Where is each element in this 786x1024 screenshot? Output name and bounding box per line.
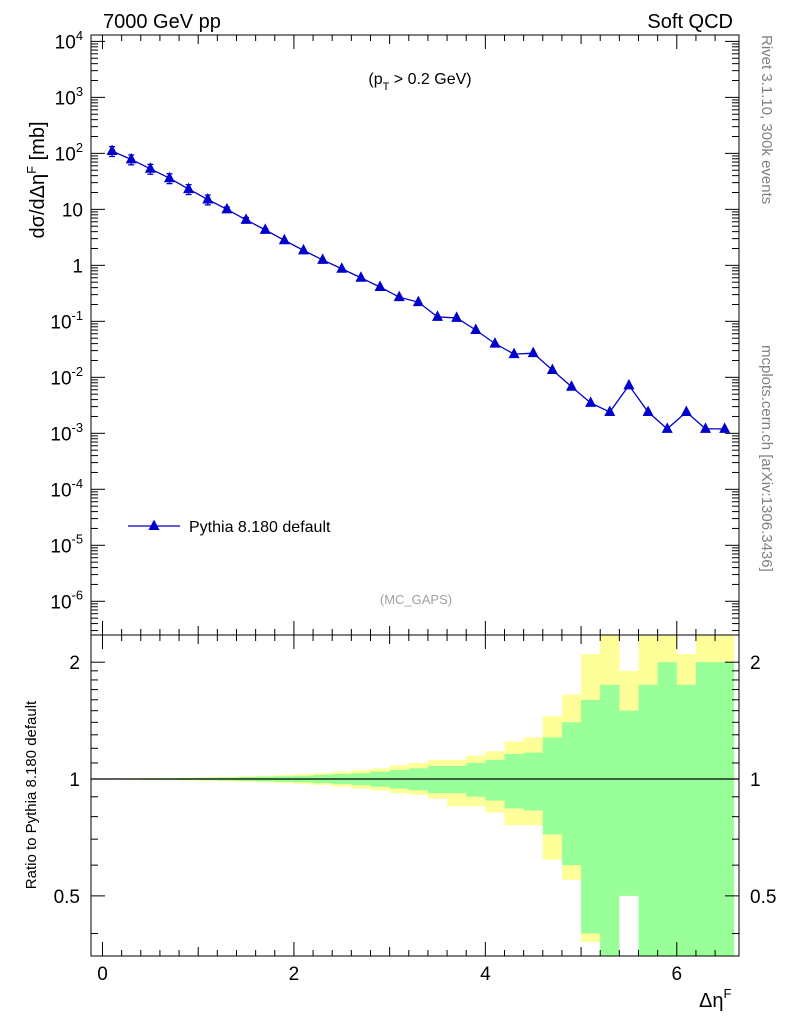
main-y-axis-label: dσ/dΔηF [mb] [24,121,49,238]
y-tick-label: 102 [55,140,83,166]
legend-label: Pythia 8.180 default [189,519,331,536]
mcplots-label: mcplots.cern.ch [arXiv:1306.3436] [758,345,775,572]
y-tick-label: 10-6 [50,588,83,614]
main-plot-area [90,34,740,636]
y-tick-label: 10-2 [50,364,83,390]
data-point [604,405,616,417]
ratio-outer-band [102,635,735,956]
data-point [374,280,386,292]
data-point [719,422,731,433]
ratio-panel: 0.5 0.5 1 1 2 2 0 2 4 6 Ratio to Pythia 8.180 def… [23,634,776,1012]
ratio-plot-area [90,634,740,957]
y-tick-label: 10-5 [50,532,83,558]
data-point [278,233,290,245]
ratio-y-tick-label: 2 [69,653,80,674]
pt-cut-annotation: (pT > 0.2 GeV) [368,71,471,93]
y-tick-label: 10-4 [50,476,83,502]
analysis-watermark: (MC_GAPS) [380,592,452,607]
data-point [585,396,597,407]
data-point [565,380,577,391]
x-tick-label: 4 [480,964,491,985]
ratio-y-tick-label: 0.5 [54,887,80,908]
data-point [470,323,482,335]
data-point [642,405,654,417]
ratio-bands [102,635,735,956]
main-panel: 10-6 10-5 10-4 10-3 10-2 10-1 1 10 102 103 104 (pT… [24,28,740,636]
data-point [623,378,635,390]
ratio-ticks: 0.5 0.5 1 1 2 2 0 2 4 6 [54,635,776,985]
data-point [183,182,195,194]
data-point [317,253,329,264]
data-point [393,290,405,302]
rivet-version-label: Rivet 3.1.10, 300k events [758,35,775,204]
data-point [221,202,233,214]
y-tick-label: 1 [72,256,83,277]
x-tick-label: 2 [289,964,300,985]
ratio-y-tick-label: 1 [69,770,80,791]
ratio-y-axis-label: Ratio to Pythia 8.180 default [23,700,40,889]
data-point [144,162,156,173]
data-point [202,192,214,204]
legend-marker [148,519,160,530]
data-point [546,363,558,375]
y-tick-label: 10 [62,200,83,221]
data-point [412,295,424,307]
data-point [259,223,271,234]
x-tick-label: 0 [97,964,108,985]
data-point [661,422,673,433]
data-point [451,311,463,322]
data-point [297,243,309,255]
ratio-y-tick-label-right: 2 [750,653,761,674]
x-tick-label: 6 [671,964,682,985]
x-axis-label: ΔηF [699,986,731,1012]
data-point [125,152,137,164]
header-process-label: Soft QCD [647,11,733,33]
legend: Pythia 8.180 default [128,519,331,536]
main-y-ticks: 10-6 10-5 10-4 10-3 10-2 10-1 1 10 102 103 104 [50,28,739,635]
y-tick-label: 10-1 [50,308,83,334]
ratio-y-tick-label-right: 1 [750,770,761,791]
data-point [355,271,367,282]
data-point [680,405,692,417]
data-point [336,262,348,273]
data-point [431,310,443,321]
y-tick-label: 10-3 [50,420,83,446]
pythia-series [106,144,731,433]
data-point [240,213,252,224]
ratio-inner-band [102,662,735,956]
data-point [106,144,118,156]
y-tick-label: 104 [55,28,83,54]
header-collision-label: 7000 GeV pp [103,11,221,33]
data-point [699,422,711,433]
y-tick-label: 103 [55,84,83,110]
data-point [163,171,175,183]
data-point [527,346,539,358]
ratio-y-tick-label-right: 0.5 [750,887,776,908]
data-point [489,337,501,348]
data-point [508,347,520,359]
